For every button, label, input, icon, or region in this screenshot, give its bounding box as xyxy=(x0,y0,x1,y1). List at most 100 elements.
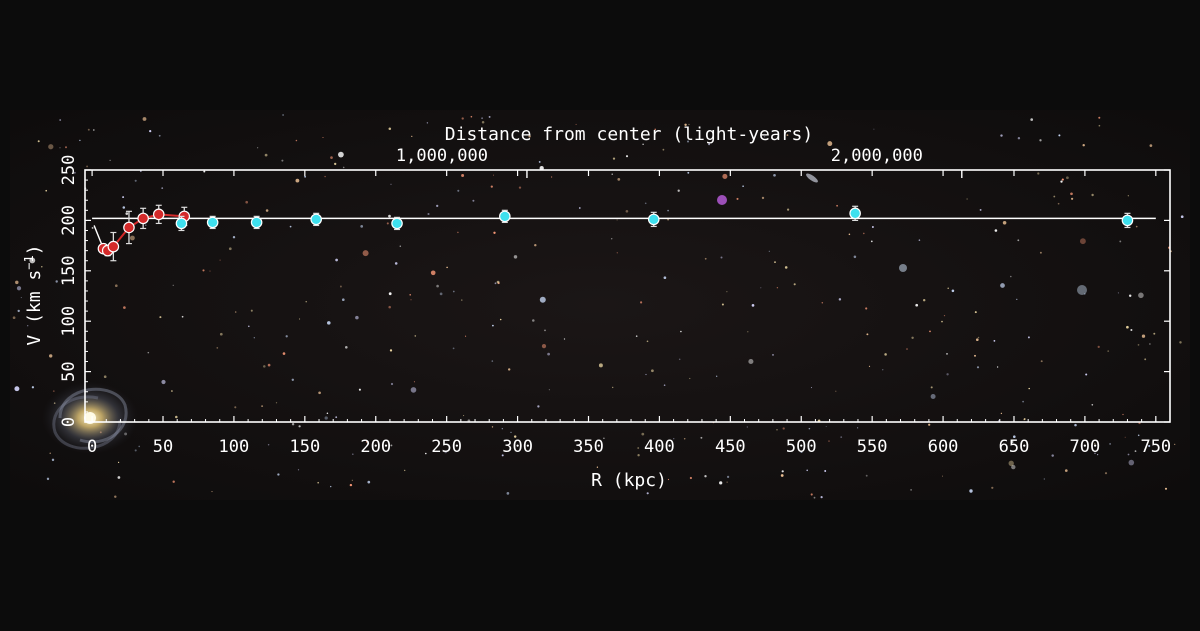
data-point xyxy=(123,221,135,234)
data-point xyxy=(206,216,219,229)
star xyxy=(460,159,463,162)
star xyxy=(457,189,460,192)
x-tick-label: 0 xyxy=(87,437,97,457)
star-field xyxy=(12,114,1184,499)
star xyxy=(1028,387,1030,390)
star xyxy=(726,475,730,479)
star xyxy=(324,175,326,178)
star xyxy=(481,117,484,120)
star xyxy=(853,255,857,259)
plot-frame xyxy=(84,169,1171,423)
star xyxy=(491,360,494,362)
star xyxy=(414,335,417,337)
star xyxy=(1094,452,1096,455)
data-point xyxy=(152,208,165,221)
star xyxy=(326,412,329,415)
star xyxy=(334,162,337,166)
data-point xyxy=(1121,214,1134,227)
star xyxy=(159,316,162,319)
star xyxy=(736,197,739,200)
data-point xyxy=(137,212,149,225)
star xyxy=(12,316,16,320)
star xyxy=(390,183,392,185)
star xyxy=(1135,225,1138,228)
star xyxy=(825,425,827,428)
star xyxy=(662,148,665,151)
star xyxy=(436,204,439,208)
star xyxy=(1010,440,1014,444)
star xyxy=(117,476,121,479)
star xyxy=(946,373,949,376)
star xyxy=(680,330,682,333)
star xyxy=(452,290,455,293)
star xyxy=(1000,134,1003,137)
star xyxy=(341,298,345,302)
star xyxy=(717,195,727,205)
star xyxy=(651,369,654,373)
star xyxy=(941,320,943,323)
star xyxy=(1127,453,1130,456)
star xyxy=(390,382,394,386)
star xyxy=(1066,176,1069,180)
star xyxy=(1016,298,1018,300)
star xyxy=(501,428,503,430)
star xyxy=(327,321,331,325)
top-tick-label: 1,000,000 xyxy=(396,146,488,166)
star xyxy=(394,262,398,265)
star xyxy=(563,338,566,340)
star xyxy=(1074,423,1077,427)
star xyxy=(501,454,504,457)
star xyxy=(1149,144,1153,147)
x-tick-label: 650 xyxy=(999,437,1030,457)
star xyxy=(51,458,55,462)
star xyxy=(827,141,833,147)
star xyxy=(882,369,884,371)
star xyxy=(234,406,237,409)
star xyxy=(250,309,253,312)
star xyxy=(267,363,271,367)
star xyxy=(611,173,613,175)
star xyxy=(360,225,364,228)
star xyxy=(263,365,266,368)
data-point xyxy=(647,213,660,226)
star xyxy=(472,199,475,202)
star xyxy=(14,386,20,392)
star xyxy=(911,336,914,340)
star xyxy=(742,185,744,187)
y-tick-label: 250 xyxy=(59,155,79,186)
star xyxy=(857,427,859,429)
star xyxy=(848,233,851,236)
star xyxy=(532,319,535,322)
star xyxy=(596,466,599,468)
star xyxy=(930,386,933,389)
data-series xyxy=(93,204,1134,262)
star xyxy=(1164,487,1168,490)
y-axis-title-close: ) xyxy=(24,244,45,255)
star xyxy=(746,426,748,428)
star xyxy=(810,493,813,496)
star xyxy=(772,354,774,356)
star xyxy=(688,123,690,125)
x-axis-title: R (kpc) xyxy=(591,470,667,491)
star xyxy=(161,187,164,189)
star xyxy=(1000,283,1005,288)
star xyxy=(52,390,55,392)
star xyxy=(781,470,784,473)
star xyxy=(1085,373,1088,376)
star xyxy=(17,309,20,313)
star xyxy=(289,225,292,228)
star xyxy=(49,354,53,358)
star xyxy=(49,452,51,454)
star xyxy=(910,489,912,491)
star xyxy=(865,474,868,477)
star xyxy=(1058,134,1061,137)
star xyxy=(452,347,455,350)
star xyxy=(264,153,268,157)
star xyxy=(868,365,871,368)
star xyxy=(612,157,616,160)
star xyxy=(298,425,301,428)
star xyxy=(388,214,391,218)
star xyxy=(1051,454,1054,457)
x-tick-label: 200 xyxy=(360,437,391,457)
